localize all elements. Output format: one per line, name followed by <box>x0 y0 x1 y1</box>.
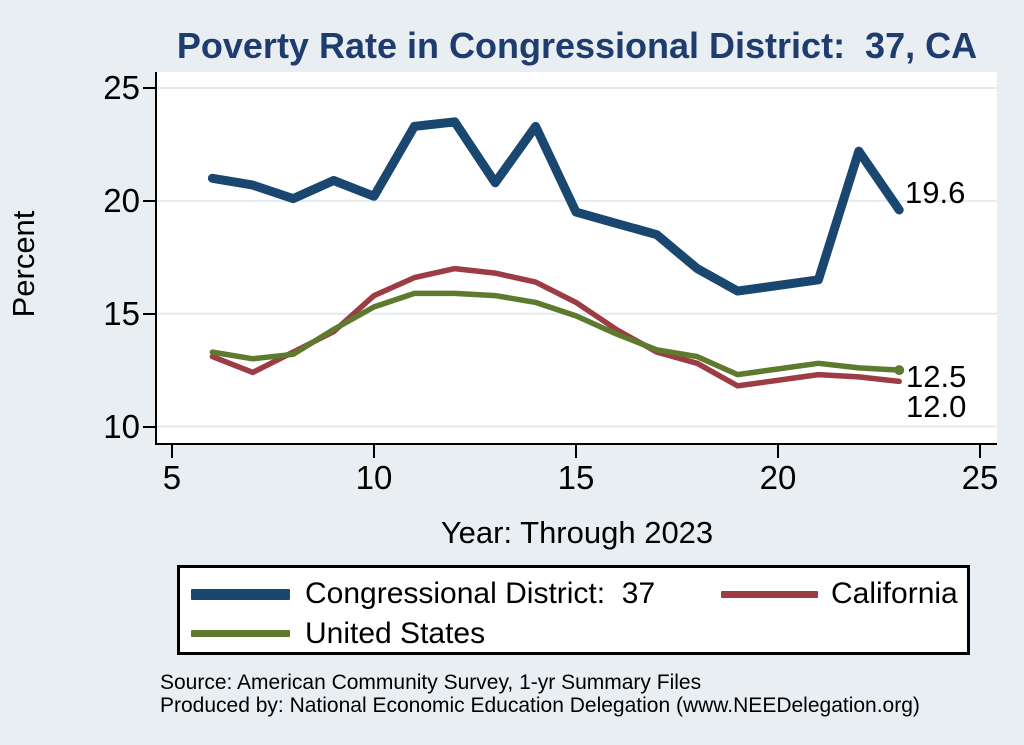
x-axis-tick <box>979 445 982 458</box>
y-axis-tick-label: 25 <box>103 69 140 107</box>
x-axis-tick <box>372 445 375 458</box>
x-axis-tick <box>777 445 779 458</box>
plot-svg <box>157 87 997 428</box>
legend-swatch-united-states <box>191 630 290 637</box>
end-value-label-cd37: 19.6 <box>905 175 966 210</box>
y-axis-title: Percent <box>6 210 41 318</box>
legend-label-cd37: Congressional District: 37 <box>305 577 656 610</box>
y-axis-tick-label: 20 <box>103 181 140 219</box>
y-axis-tick-label: 10 <box>103 407 140 445</box>
end-value-label-us: 12.5 <box>906 359 967 394</box>
x-axis-tick-label: 20 <box>759 459 797 496</box>
y-axis-tick <box>143 87 156 90</box>
series-end-marker <box>894 365 905 376</box>
y-axis-tick <box>143 199 156 202</box>
y-axis-line <box>155 72 157 444</box>
x-axis-tick-label: 10 <box>355 459 393 496</box>
legend-swatch-california <box>721 591 818 598</box>
footer: Source: American Community Survey, 1-yr … <box>160 671 920 717</box>
y-axis-tick-label: 15 <box>103 294 140 332</box>
x-axis-tick <box>170 445 173 458</box>
y-axis-tick <box>143 425 156 428</box>
y-axis-tick <box>143 312 156 315</box>
x-axis-title: Year: Through 2023 <box>440 515 714 550</box>
x-axis-tick-label: 15 <box>557 459 595 496</box>
legend-swatch-cd37 <box>191 589 290 600</box>
end-value-label-ca: 12.0 <box>906 389 967 424</box>
footer-produced-by-line: Produced by: National Economic Education… <box>160 694 920 717</box>
series-line-united-states <box>209 290 902 378</box>
plot-area <box>157 72 997 443</box>
series-line-congressional-district- <box>207 117 904 296</box>
x-axis-line <box>155 443 997 445</box>
footer-source-line: Source: American Community Survey, 1-yr … <box>160 671 702 694</box>
chart-title: Poverty Rate in Congressional District: … <box>176 25 978 66</box>
legend-label-california: California <box>831 577 958 610</box>
x-axis-tick-label: 25 <box>961 459 999 496</box>
legend-label-united-states: United States <box>305 617 486 650</box>
legend: Congressional District: 37 California Un… <box>177 565 970 655</box>
x-axis-tick <box>574 445 577 458</box>
x-axis-tick-label: 5 <box>162 459 182 496</box>
